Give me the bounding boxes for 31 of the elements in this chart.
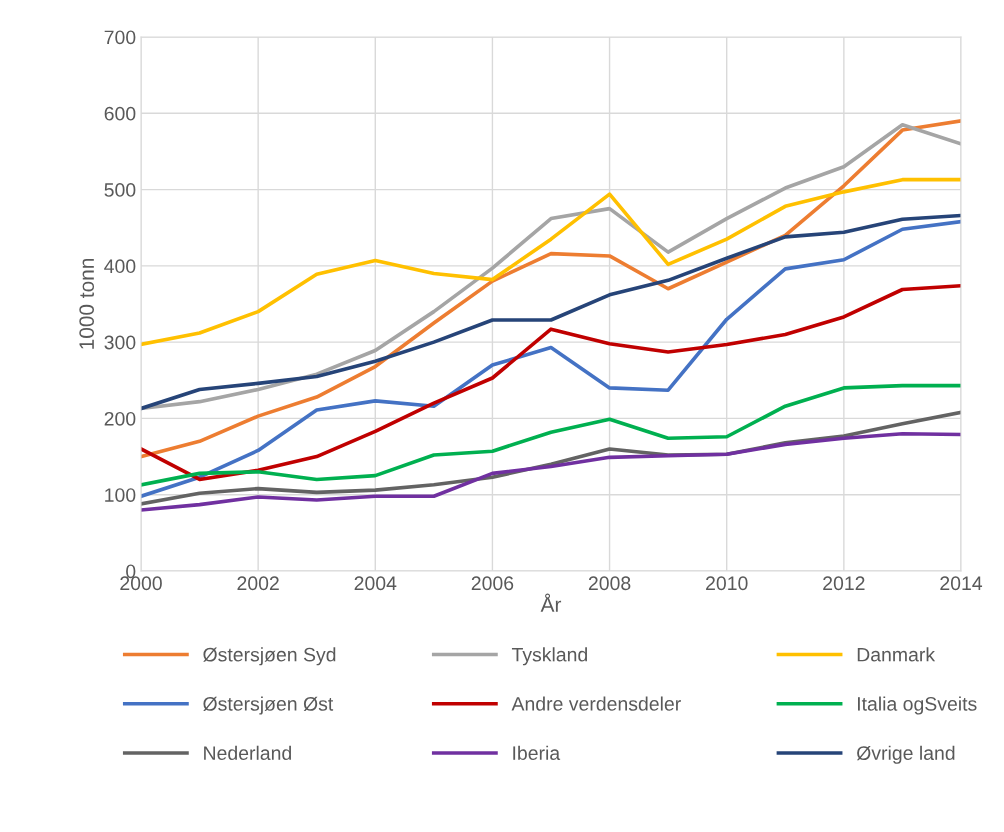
x-tick-label: 2014 bbox=[940, 576, 983, 591]
y-axis-title: 1000 tonn bbox=[79, 259, 95, 349]
line-series bbox=[141, 283, 961, 482]
legend-label: Italia ogSveits bbox=[858, 696, 977, 715]
x-tick-label: 2010 bbox=[706, 576, 748, 591]
y-tick-label: 300 bbox=[104, 335, 136, 350]
x-tick-label: 2004 bbox=[354, 576, 397, 591]
line-series bbox=[141, 213, 961, 411]
x-tick-label: 2008 bbox=[588, 576, 631, 591]
legend-label: Iberia bbox=[513, 745, 561, 760]
line-series bbox=[141, 219, 961, 499]
x-tick-label: 2002 bbox=[237, 576, 279, 591]
legend-label: Andre verdensdeler bbox=[511, 696, 681, 711]
y-tick-label: 100 bbox=[105, 488, 136, 502]
legend-label: Østersjøen Øst bbox=[203, 696, 334, 715]
line-series bbox=[141, 177, 961, 347]
legend-label: Øvrige land bbox=[856, 745, 955, 764]
x-axis-title: År bbox=[540, 593, 562, 612]
y-tick-label: 200 bbox=[104, 411, 136, 426]
x-tick-label: 2012 bbox=[823, 576, 865, 591]
legend-label: Tyskland bbox=[511, 647, 587, 666]
legend-label: Danmark bbox=[857, 647, 936, 662]
legend-label: Østersjøen Syd bbox=[203, 647, 336, 666]
y-tick-label: 500 bbox=[104, 183, 136, 197]
y-tick-label: 400 bbox=[104, 259, 136, 274]
line-series bbox=[141, 383, 961, 487]
line-series bbox=[141, 431, 961, 512]
y-tick-label: 600 bbox=[104, 106, 136, 121]
legend-label: Nederland bbox=[204, 745, 291, 760]
y-tick-label: 700 bbox=[104, 30, 136, 45]
x-tick-label: 2006 bbox=[471, 576, 514, 591]
